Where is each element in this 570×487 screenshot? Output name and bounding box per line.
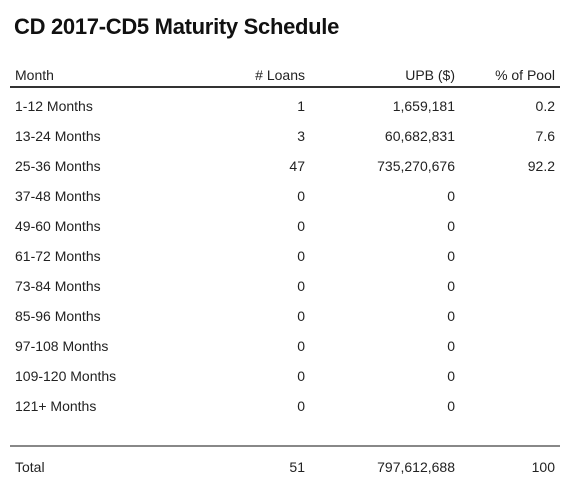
total-upb: 797,612,688: [377, 459, 455, 475]
month-cell: 49-60 Months: [15, 218, 101, 234]
table-row: 121+ Months 0 0: [10, 397, 560, 417]
pct-cell: 92.2: [527, 158, 555, 174]
loans-cell: 0: [297, 308, 305, 324]
upb-cell: 0: [447, 278, 455, 294]
upb-cell: 60,682,831: [384, 128, 455, 144]
page-title: CD 2017-CD5 Maturity Schedule: [14, 14, 340, 39]
upb-cell: 735,270,676: [377, 158, 455, 174]
column-header-pct: % of Pool: [495, 67, 555, 83]
upb-cell: 0: [447, 308, 455, 324]
month-cell: 97-108 Months: [15, 338, 109, 354]
total-pct: 100: [531, 459, 555, 475]
loans-cell: 0: [297, 338, 305, 354]
month-cell: 73-84 Months: [15, 278, 101, 294]
month-cell: 25-36 Months: [15, 158, 101, 174]
table-row: 25-36 Months 47 735,270,676 92.2: [10, 157, 560, 177]
upb-cell: 0: [447, 248, 455, 264]
table-row: 61-72 Months 0 0: [10, 247, 560, 267]
total-divider: [10, 445, 560, 447]
table-row: 37-48 Months 0 0: [10, 187, 560, 207]
table-row: 49-60 Months 0 0: [10, 217, 560, 237]
total-label: Total: [15, 459, 45, 475]
upb-cell: 0: [447, 368, 455, 384]
loans-cell: 0: [297, 398, 305, 414]
table-header: Month # Loans UPB ($) % of Pool: [10, 66, 560, 88]
loans-cell: 0: [297, 248, 305, 264]
table-row: 109-120 Months 0 0: [10, 367, 560, 387]
upb-cell: 0: [447, 338, 455, 354]
upb-cell: 0: [447, 188, 455, 204]
table-row: 73-84 Months 0 0: [10, 277, 560, 297]
upb-cell: 0: [447, 218, 455, 234]
loans-cell: 0: [297, 218, 305, 234]
table-row: 85-96 Months 0 0: [10, 307, 560, 327]
column-header-loans: # Loans: [255, 67, 305, 83]
month-cell: 13-24 Months: [15, 128, 101, 144]
pct-cell: 7.6: [535, 128, 555, 144]
loans-cell: 47: [289, 158, 305, 174]
loans-cell: 1: [297, 98, 305, 114]
column-header-upb: UPB ($): [405, 67, 455, 83]
month-cell: 61-72 Months: [15, 248, 101, 264]
loans-cell: 0: [297, 188, 305, 204]
column-header-month: Month: [15, 67, 54, 83]
month-cell: 1-12 Months: [15, 98, 93, 114]
total-loans: 51: [289, 459, 305, 475]
table-row: 1-12 Months 1 1,659,181 0.2: [10, 97, 560, 117]
loans-cell: 0: [297, 368, 305, 384]
month-cell: 37-48 Months: [15, 188, 101, 204]
upb-cell: 1,659,181: [392, 98, 455, 114]
month-cell: 121+ Months: [15, 398, 97, 414]
table-row: 13-24 Months 3 60,682,831 7.6: [10, 127, 560, 147]
loans-cell: 3: [297, 128, 305, 144]
loans-cell: 0: [297, 278, 305, 294]
upb-cell: 0: [447, 398, 455, 414]
month-cell: 85-96 Months: [15, 308, 101, 324]
month-cell: 109-120 Months: [15, 368, 117, 384]
pct-cell: 0.2: [535, 98, 555, 114]
table-row: 97-108 Months 0 0: [10, 337, 560, 357]
total-row: Total 51 797,612,688 100: [10, 458, 560, 478]
